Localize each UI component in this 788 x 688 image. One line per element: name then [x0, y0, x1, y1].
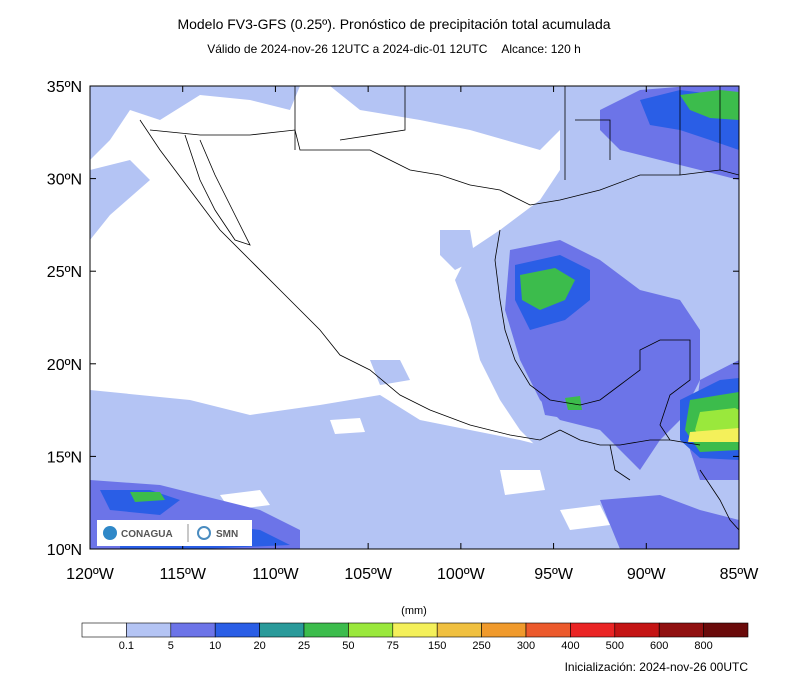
colorbar-swatch	[126, 622, 172, 638]
precipitation-fields	[90, 86, 739, 549]
smn-logo-text: SMN	[216, 529, 238, 540]
smn-logo-icon	[197, 526, 211, 540]
colorbar-swatch	[214, 622, 260, 638]
logo-panel: CONAGUA SMN	[97, 520, 252, 546]
chart-title: Modelo FV3-GFS (0.25º). Pronóstico de pr…	[177, 16, 611, 32]
lon-label: 95ºW	[534, 566, 574, 583]
lon-label: 110ºW	[252, 566, 299, 583]
colorbar-label: 25	[298, 640, 310, 652]
validity-text: Válido de 2024-nov-26 12UTC a 2024-dic-0…	[207, 42, 488, 56]
lat-label: 15ºN	[47, 449, 82, 466]
colorbar-swatch	[392, 622, 438, 638]
boundaries	[139, 86, 739, 531]
colorbar-unit: (mm)	[401, 605, 427, 617]
conagua-logo-icon	[103, 526, 117, 540]
lat-label: 25ºN	[47, 264, 82, 281]
lon-label: 120ºW	[66, 566, 115, 583]
lat-label: 35ºN	[47, 79, 82, 96]
colorbar-swatch	[259, 622, 305, 638]
colorbar-swatch	[436, 622, 482, 638]
lon-label: 105ºW	[344, 566, 393, 583]
colorbar-label: 10	[209, 640, 221, 652]
lon-label: 100ºW	[437, 566, 486, 583]
lon-label: 115ºW	[159, 566, 206, 583]
colorbar-label: 600	[650, 640, 668, 652]
colorbar-label: 500	[606, 640, 624, 652]
lat-label: 30ºN	[47, 172, 82, 189]
colorbar-label: 0.1	[119, 640, 134, 652]
colorbar-label: 150	[428, 640, 446, 652]
colorbar-labels: 0.1 5 10 20 25 50 75 150 250 300 400 500 600 800	[119, 640, 713, 652]
initialization-text: Inicialización: 2024-nov-26 00UTC	[564, 660, 748, 674]
chart-subtitle: Válido de 2024-nov-26 12UTC a 2024-dic-0…	[0, 42, 788, 56]
lat-label: 20ºN	[47, 357, 82, 374]
colorbar-label: 400	[561, 640, 579, 652]
colorbar-swatch	[348, 622, 394, 638]
colorbar-label: 250	[472, 640, 490, 652]
colorbar-label: 5	[168, 640, 174, 652]
colorbar-swatch	[658, 622, 704, 638]
colorbar-swatch	[525, 622, 571, 638]
colorbar-label: 300	[517, 640, 535, 652]
colorbar-label: 20	[253, 640, 265, 652]
colorbar-swatch	[81, 622, 127, 638]
colorbar-swatch	[614, 622, 660, 638]
colorbar-swatch	[703, 622, 749, 638]
colorbar-label: 50	[342, 640, 354, 652]
lon-label: 90ºW	[627, 566, 667, 583]
map-labels: 35ºN 30ºN 25ºN 20ºN 15ºN 10ºN 120ºW 115ºW 110ºW 1…	[47, 79, 759, 583]
conagua-logo-text: CONAGUA	[121, 529, 173, 540]
lon-label: 85ºW	[720, 566, 760, 583]
map-frame	[89, 85, 740, 550]
range-text: Alcance: 120 h	[501, 42, 581, 56]
colorbar	[81, 622, 749, 638]
logo-background	[97, 520, 252, 546]
colorbar-swatch	[303, 622, 349, 638]
colorbar-label: 75	[387, 640, 399, 652]
colorbar-swatch	[170, 622, 216, 638]
lat-label: 10ºN	[47, 542, 82, 559]
colorbar-swatch	[481, 622, 527, 638]
colorbar-swatch	[570, 622, 616, 638]
colorbar-label: 800	[694, 640, 712, 652]
